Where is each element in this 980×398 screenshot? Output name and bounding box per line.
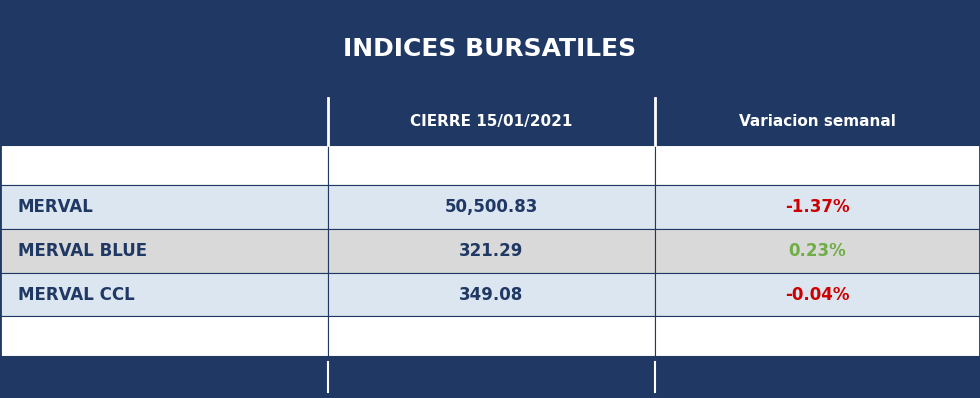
FancyBboxPatch shape xyxy=(0,0,980,98)
FancyBboxPatch shape xyxy=(655,185,980,229)
FancyBboxPatch shape xyxy=(655,316,980,356)
FancyBboxPatch shape xyxy=(328,185,655,229)
FancyBboxPatch shape xyxy=(655,229,980,273)
FancyBboxPatch shape xyxy=(0,98,328,145)
Text: -1.37%: -1.37% xyxy=(785,198,850,216)
FancyBboxPatch shape xyxy=(0,145,328,185)
FancyBboxPatch shape xyxy=(655,145,980,185)
FancyBboxPatch shape xyxy=(0,185,328,229)
Text: 321.29: 321.29 xyxy=(460,242,523,260)
FancyBboxPatch shape xyxy=(0,229,328,273)
FancyBboxPatch shape xyxy=(328,273,655,316)
Text: 50,500.83: 50,500.83 xyxy=(445,198,538,216)
FancyBboxPatch shape xyxy=(328,145,655,185)
FancyBboxPatch shape xyxy=(655,273,980,316)
Text: -0.04%: -0.04% xyxy=(785,285,850,304)
FancyBboxPatch shape xyxy=(328,229,655,273)
Text: INDICES BURSATILES: INDICES BURSATILES xyxy=(343,37,637,61)
Text: CIERRE 15/01/2021: CIERRE 15/01/2021 xyxy=(411,114,572,129)
Text: MERVAL CCL: MERVAL CCL xyxy=(18,285,134,304)
FancyBboxPatch shape xyxy=(0,356,980,398)
Text: 349.08: 349.08 xyxy=(460,285,523,304)
Text: Variacion semanal: Variacion semanal xyxy=(739,114,896,129)
FancyBboxPatch shape xyxy=(0,273,328,316)
Text: 0.23%: 0.23% xyxy=(789,242,846,260)
FancyBboxPatch shape xyxy=(655,98,980,145)
FancyBboxPatch shape xyxy=(0,316,328,356)
FancyBboxPatch shape xyxy=(328,316,655,356)
Text: MERVAL BLUE: MERVAL BLUE xyxy=(18,242,147,260)
FancyBboxPatch shape xyxy=(328,98,655,145)
Text: MERVAL: MERVAL xyxy=(18,198,93,216)
